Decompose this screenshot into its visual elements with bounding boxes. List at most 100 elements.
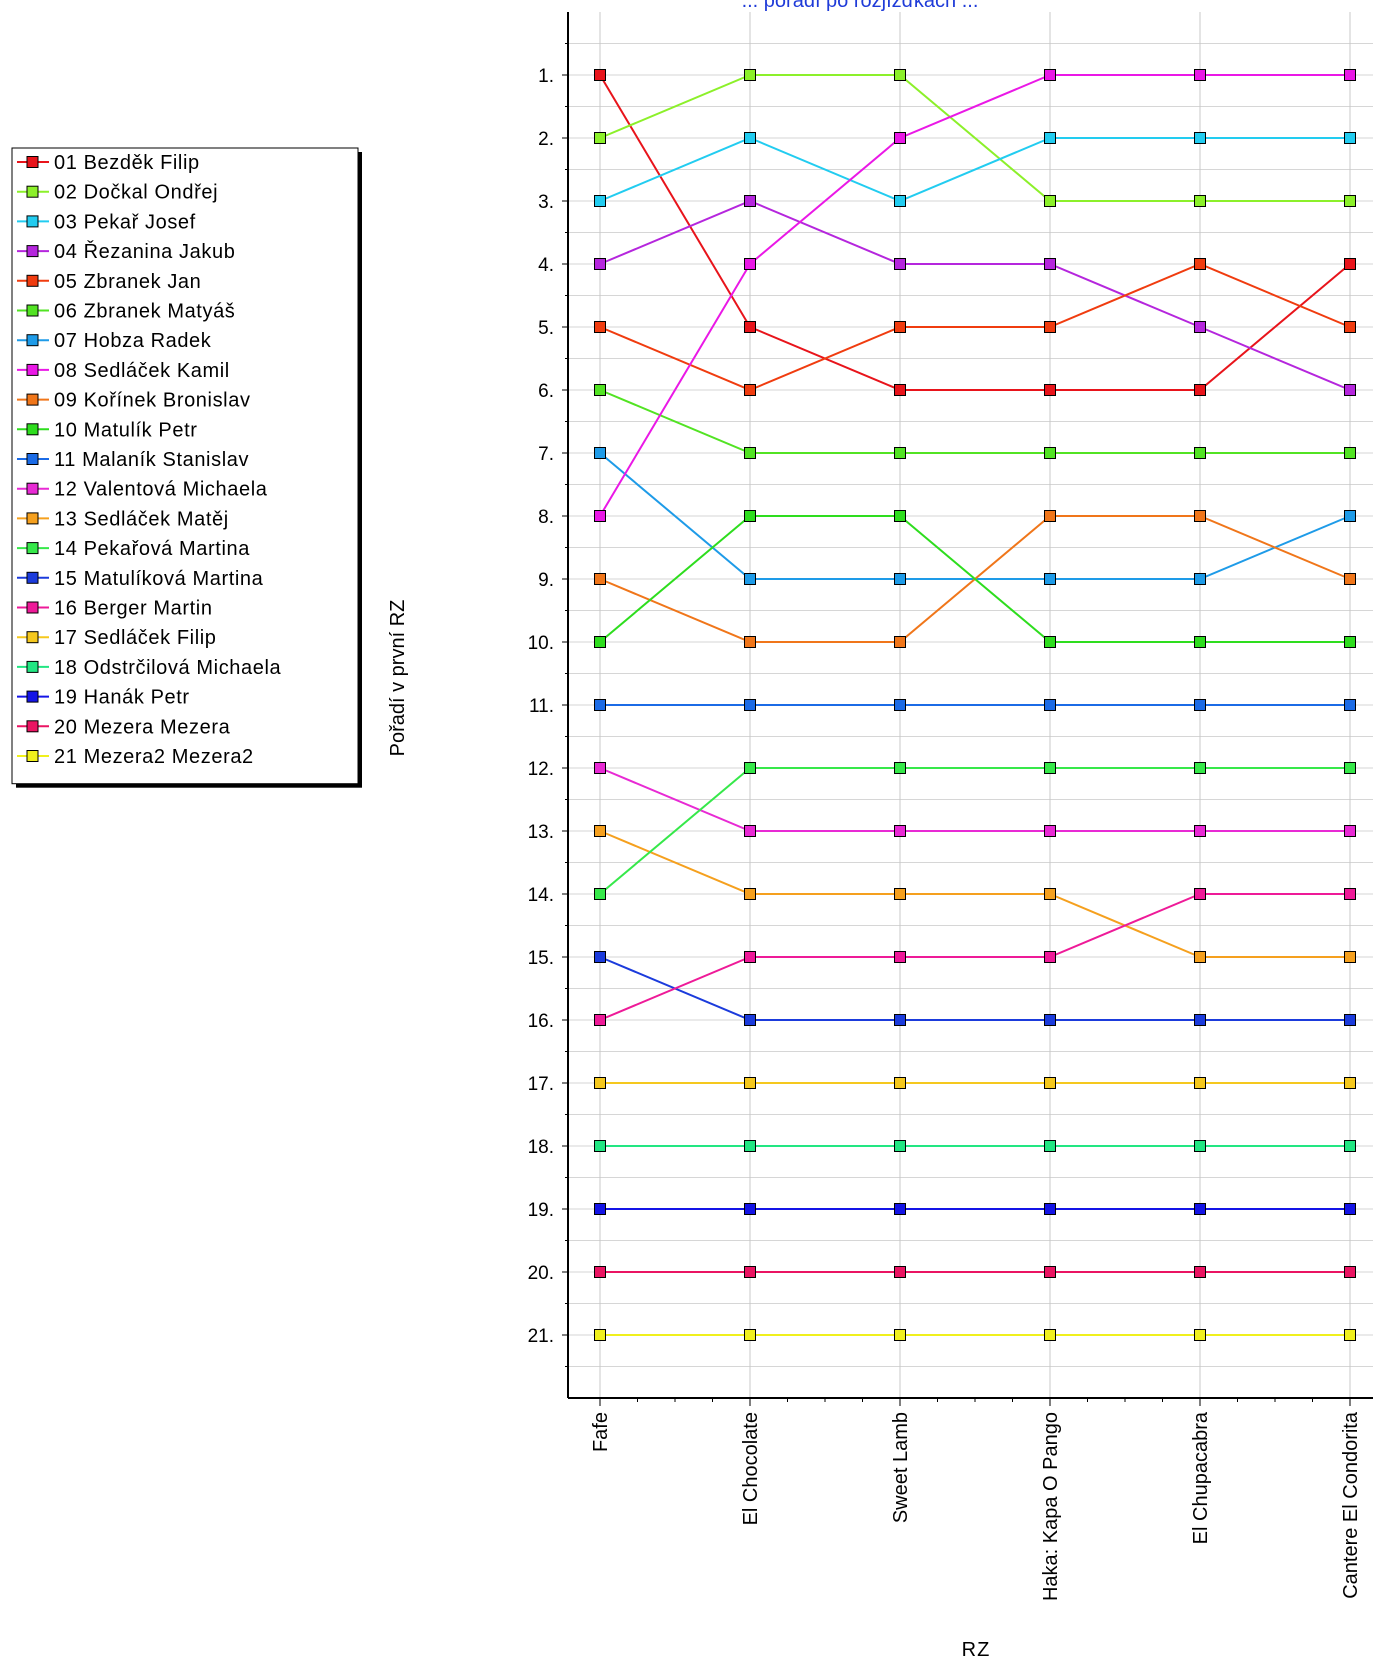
data-point [894,321,906,333]
data-point [1344,1329,1356,1341]
x-tick-label: Haka: Kapa O Pango [1040,1412,1062,1601]
data-point [594,69,606,81]
data-point [744,1140,756,1152]
data-point [1044,1077,1056,1089]
legend-swatch-marker [26,571,39,584]
data-point [1044,699,1056,711]
legend-swatch-marker [26,423,39,436]
legend-swatch-marker [26,393,39,406]
chart-title-fragment: ... pořadí po rozjížďkách ... [742,0,979,12]
legend-entry: 03 Pekař Josef [54,211,196,233]
data-point [1044,951,1056,963]
legend-swatch-marker [26,156,39,168]
data-point [1194,636,1206,648]
y-tick-label: 13. [528,822,554,843]
y-tick-label: 15. [528,948,554,969]
series-line [599,199,1351,391]
data-point [594,1014,606,1026]
data-point [1194,1329,1206,1341]
data-point [1194,888,1206,900]
data-point [894,636,906,648]
series-line [599,767,1350,895]
data-point [594,825,606,837]
data-point [894,825,906,837]
data-point [1194,1140,1206,1152]
data-point [744,573,756,585]
legend-entry: 04 Řezanina Jakub [54,240,235,263]
data-point [894,1203,906,1215]
data-point [1044,888,1056,900]
data-point [1194,1203,1206,1215]
data-point [594,1329,606,1341]
y-axis-label: Pořadí v první RZ [387,600,409,757]
data-point [1044,447,1056,459]
y-tick-label: 14. [528,885,554,906]
data-point [1194,1266,1206,1278]
data-point [744,1014,756,1026]
data-point [1194,384,1206,396]
data-point [1344,951,1356,963]
data-point [894,573,906,585]
y-tick-label: 9. [538,570,554,591]
data-point [1194,132,1206,144]
data-point [894,1140,906,1152]
data-point [1044,195,1056,207]
y-tick-label: 18. [528,1137,554,1158]
data-point [1194,1077,1206,1089]
data-point [594,1203,606,1215]
data-point [1344,1203,1356,1215]
data-point [594,447,606,459]
data-point [594,1077,606,1089]
data-point [894,888,906,900]
data-point [1344,573,1356,585]
data-point [1044,1140,1056,1152]
legend-entry: 20 Mezera Mezera [54,716,231,738]
y-tick-label: 1. [538,66,554,87]
legend-swatch-marker [26,542,39,555]
data-point [744,384,756,396]
data-point [1194,510,1206,522]
legend-swatch-marker [26,482,39,495]
data-point [894,1077,906,1089]
legend-entry: 16 Berger Martin [54,598,213,620]
series-lines [599,74,1351,1336]
data-point [894,762,906,774]
y-tick-label: 20. [528,1263,554,1284]
series-line [599,262,1351,392]
y-tick-label: 7. [538,444,554,465]
data-point [1194,573,1206,585]
data-point [594,762,606,774]
legend-swatch-marker [26,750,39,762]
data-point [1194,951,1206,963]
data-point [1044,384,1056,396]
data-point [1044,1014,1056,1026]
legend-swatch-marker [26,512,39,525]
data-point [894,132,906,144]
legend-swatch-marker [26,274,39,287]
data-point [1344,1140,1356,1152]
data-point [1044,321,1056,333]
legend-entry: 06 Zbranek Matyáš [54,301,235,323]
data-point [744,1329,756,1341]
data-point [744,510,756,522]
data-point [1194,762,1206,774]
legend-frame [11,147,359,785]
data-point [744,447,756,459]
data-point [594,636,606,648]
x-tick-label: Sweet Lamb [890,1412,912,1523]
data-point [894,510,906,522]
legend-entry: 05 Zbranek Jan [54,271,201,293]
data-point [894,258,906,270]
series-line [599,956,1350,1021]
data-point [1044,132,1056,144]
data-point [594,699,606,711]
series-line [599,136,1350,203]
data-point [744,69,756,81]
series-line [599,515,1350,643]
series-line [599,74,1350,517]
y-tick-label: 12. [528,759,554,780]
y-tick-label: 5. [538,318,554,339]
series-line [599,767,1350,832]
data-point [1344,1014,1356,1026]
data-point [1194,195,1206,207]
